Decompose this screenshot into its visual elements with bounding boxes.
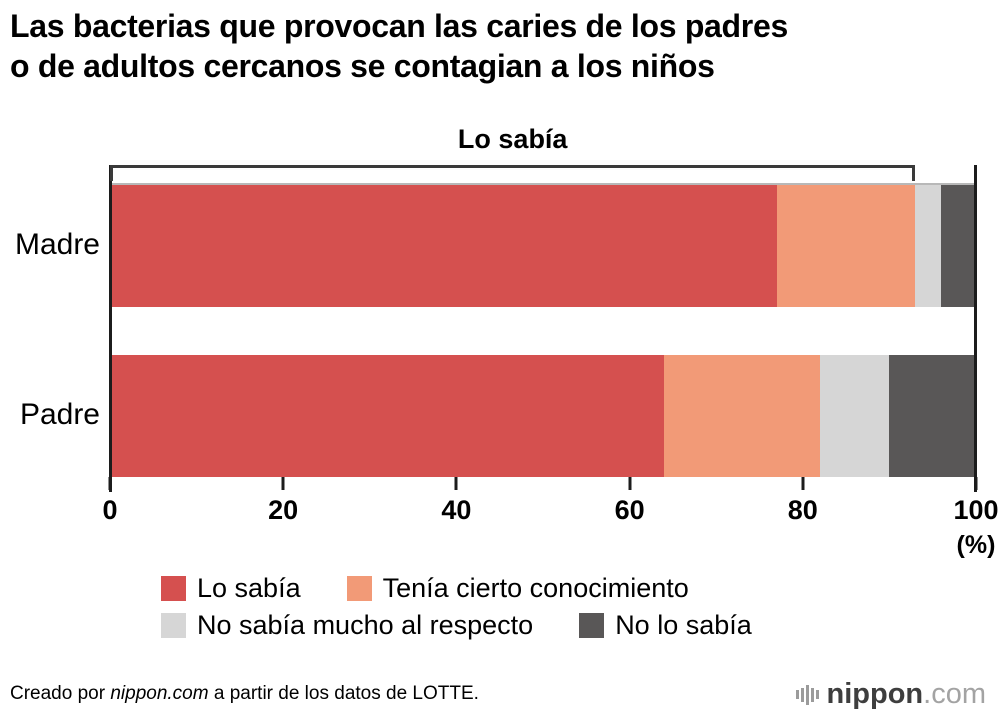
bar-segment	[110, 185, 777, 307]
bar-segment	[110, 355, 665, 477]
x-axis-tick	[628, 477, 632, 490]
x-axis-tick-label: 100	[953, 495, 999, 525]
x-axis-tick	[281, 477, 285, 490]
x-axis-tick	[801, 477, 805, 490]
credit-suffix: a partir de los datos de LOTTE.	[208, 683, 479, 704]
bar-segment	[776, 185, 916, 307]
legend-swatch	[346, 576, 372, 601]
legend-swatch	[579, 613, 605, 638]
legend-swatch	[161, 613, 186, 638]
bar-segment	[664, 355, 821, 477]
x-axis-tick-label: 60	[614, 495, 645, 525]
bar-segment	[889, 355, 976, 477]
bar-row	[110, 185, 976, 307]
logo-brand-text: nippon	[826, 678, 924, 710]
bar-segment	[915, 185, 942, 307]
legend-item: No lo sabía	[579, 610, 752, 641]
legend-row: Lo sabía Tenía cierto conocimiento	[161, 570, 798, 607]
legend-item: No sabía mucho al respecto	[161, 610, 533, 641]
legend-swatch	[161, 576, 186, 601]
category-label-padre: Padre	[19, 398, 100, 431]
chart-title: Las bacterias que provocan las caries de…	[10, 8, 788, 84]
bar-row	[110, 355, 976, 477]
logo-tld-text: .com	[923, 678, 986, 710]
percent-unit-label: (%)	[956, 531, 996, 559]
x-axis-tick-label: 0	[102, 495, 118, 525]
left-axis-line	[109, 165, 112, 492]
category-label-madre: Madre	[14, 228, 100, 261]
credit-brand: nippon.com	[110, 683, 209, 704]
credit-text: Creado por nippon.com a partir de los da…	[10, 683, 479, 705]
legend-row: No sabía mucho al respecto No lo sabía	[161, 607, 798, 644]
soundbars-icon	[795, 684, 819, 705]
plot-top-gridline	[110, 183, 976, 185]
nippon-logo: nippon .com	[795, 678, 986, 711]
x-axis-tick-label: 80	[787, 495, 818, 525]
legend-item: Tenía cierto conocimiento	[346, 573, 689, 604]
legend-label: Tenía cierto conocimiento	[382, 573, 689, 603]
right-axis-line	[974, 165, 977, 492]
credit-prefix: Creado por	[10, 683, 111, 704]
bracket	[110, 165, 916, 181]
x-axis-tick	[454, 477, 458, 490]
legend: Lo sabía Tenía cierto conocimiento No sab…	[161, 570, 798, 644]
x-axis-tick-label: 40	[441, 495, 472, 525]
bar-segment	[820, 355, 890, 477]
x-axis-tick-label: 20	[268, 495, 299, 525]
bracket-label: Lo sabía	[457, 124, 568, 154]
legend-label: Lo sabía	[197, 573, 301, 603]
bar-segment	[941, 185, 976, 307]
legend-item: Lo sabía	[161, 573, 301, 604]
legend-label: No sabía mucho al respecto	[197, 610, 534, 640]
plot-area: 0 20 40 60 80 100	[102, 163, 999, 525]
legend-label: No lo sabía	[615, 610, 752, 640]
